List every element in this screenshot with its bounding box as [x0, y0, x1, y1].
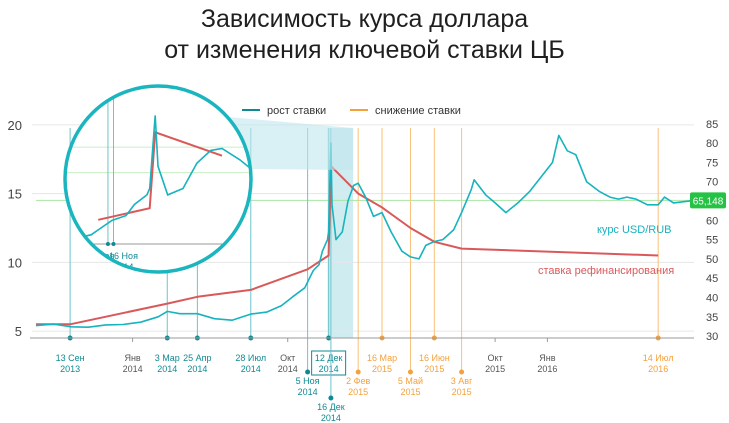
svg-text:2015: 2015: [348, 387, 368, 397]
event-label-box: [311, 350, 347, 376]
legend-label: снижение ставки: [375, 105, 461, 117]
svg-text:16 Июн: 16 Июн: [419, 353, 450, 363]
svg-text:2014: 2014: [241, 364, 261, 374]
right-axis-tick: 45: [706, 273, 718, 285]
svg-text:2015: 2015: [452, 387, 472, 397]
event-dot: [459, 369, 465, 375]
left-axis-tick: 20: [8, 118, 22, 133]
svg-text:2016: 2016: [537, 364, 557, 374]
inset-usd-line: [65, 115, 251, 243]
svg-text:14 Июл: 14 Июл: [643, 353, 674, 363]
svg-text:2014: 2014: [157, 364, 177, 374]
left-axis-tick: 15: [8, 187, 22, 202]
svg-text:16 Мар: 16 Мар: [367, 353, 397, 363]
event-dot: [355, 369, 361, 375]
right-axis-tick: 35: [706, 312, 718, 324]
rate-series-label: ставка рефинансирования: [538, 265, 674, 277]
inset-background: [65, 86, 251, 272]
right-axis-tick: 75: [706, 157, 718, 169]
svg-text:2014: 2014: [123, 364, 143, 374]
svg-text:3 Авг: 3 Авг: [451, 376, 473, 386]
svg-text:2014: 2014: [187, 364, 207, 374]
zoom-connector: [228, 117, 354, 170]
svg-text:Янв: Янв: [124, 353, 140, 363]
svg-text:5 Ноя: 5 Ноя: [296, 376, 320, 386]
inset-ring: [63, 84, 253, 274]
svg-text:2014: 2014: [298, 387, 318, 397]
svg-text:2014: 2014: [278, 364, 298, 374]
svg-text:28 Июл: 28 Июл: [235, 353, 266, 363]
svg-text:2015: 2015: [424, 364, 444, 374]
svg-text:5 Май: 5 Май: [398, 376, 423, 386]
usd-series-line: [35, 134, 695, 329]
left-axis-tick: 5: [15, 324, 22, 339]
svg-text:2015: 2015: [400, 387, 420, 397]
svg-text:2013: 2013: [60, 364, 80, 374]
current-value-label: 65,148: [693, 196, 724, 207]
right-axis-tick: 60: [706, 215, 718, 227]
right-axis-tick: 85: [706, 119, 718, 131]
chart-title-line-2: от изменения ключевой ставки ЦБ: [164, 36, 565, 64]
event-dot: [407, 369, 413, 375]
chart-title-line-1: Зависимость курса доллара: [200, 5, 529, 33]
inset-event-dot: [105, 242, 110, 246]
svg-text:25 Апр: 25 Апр: [183, 353, 211, 363]
current-value-badge: [690, 192, 726, 209]
left-axis-tick: 10: [8, 255, 22, 270]
inset-rate-line: [97, 130, 223, 221]
event-dot: [328, 395, 334, 401]
chart-title: Зависимость курса доллара от изменения к…: [0, 4, 729, 66]
svg-text:2014: 2014: [90, 262, 110, 272]
svg-text:3 Мар: 3 Мар: [155, 353, 180, 363]
svg-text:2014: 2014: [321, 413, 341, 423]
right-axis-tick: 70: [706, 177, 718, 189]
right-axis-tick: 50: [706, 254, 718, 266]
svg-text:2015: 2015: [485, 364, 505, 374]
svg-text:12 Дек: 12 Дек: [315, 353, 343, 363]
legend-label: рост ставки: [267, 105, 326, 117]
svg-text:2016: 2016: [648, 364, 668, 374]
right-axis-tick: 80: [706, 138, 718, 150]
svg-text:16 Дек: 16 Дек: [317, 402, 345, 412]
right-axis-tick: 55: [706, 235, 718, 247]
usd-series-label: курс USD/RUB: [597, 224, 672, 236]
inset-event-dot: [111, 242, 116, 246]
svg-text:2015: 2015: [372, 364, 392, 374]
svg-text:Окт: Окт: [280, 353, 295, 363]
svg-text:16 Ноя: 16 Ноя: [109, 251, 138, 261]
svg-text:Окт: Окт: [488, 353, 503, 363]
right-axis-tick: 30: [706, 331, 718, 343]
svg-text:13 Сен: 13 Сен: [56, 353, 85, 363]
svg-text:2014: 2014: [319, 364, 339, 374]
right-axis-tick: 40: [706, 292, 718, 304]
event-dot: [305, 369, 311, 375]
svg-text:2 Фев: 2 Фев: [346, 376, 370, 386]
svg-text:Янв: Янв: [539, 353, 555, 363]
